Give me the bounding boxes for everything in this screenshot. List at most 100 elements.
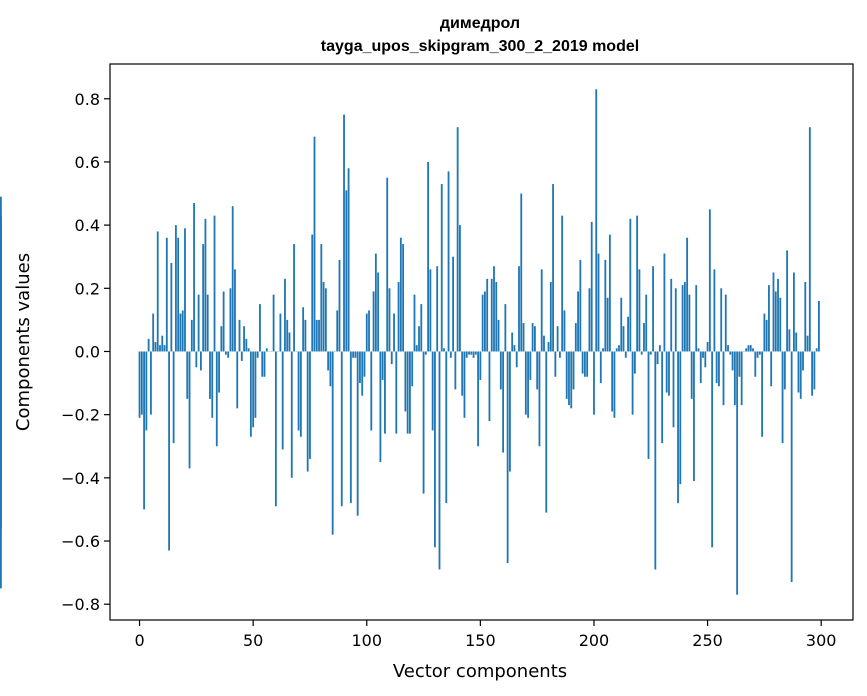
bar [243, 326, 245, 352]
bar [786, 250, 789, 352]
bar [211, 351, 214, 418]
x-tick-label: 200 [579, 631, 610, 650]
bar [149, 351, 152, 415]
bar [427, 161, 430, 352]
y-tick-label: 0.0 [75, 342, 100, 361]
bar [459, 225, 461, 352]
bar [658, 345, 661, 352]
bar [595, 89, 598, 352]
bar [697, 348, 700, 352]
bar [633, 351, 636, 374]
bar [524, 351, 527, 415]
bar [647, 351, 650, 459]
bar [652, 266, 654, 352]
bar [415, 345, 418, 352]
bar [468, 351, 470, 355]
bar [795, 332, 798, 352]
bar [293, 244, 295, 352]
bar [254, 351, 257, 418]
bar [345, 190, 348, 352]
bar [163, 345, 166, 352]
bar [577, 291, 579, 352]
bar [322, 281, 325, 352]
bar [370, 351, 373, 431]
bar [558, 351, 561, 358]
bar [174, 225, 177, 352]
bar [752, 348, 754, 352]
bar [815, 348, 818, 352]
bar [572, 351, 575, 390]
bar [788, 329, 791, 352]
bar [179, 313, 182, 352]
bar [429, 269, 432, 352]
bar [152, 313, 155, 352]
bar [445, 351, 448, 504]
bar [224, 351, 227, 355]
bar [0, 351, 2, 463]
bar [756, 351, 759, 358]
bar [474, 351, 477, 355]
bar [588, 288, 591, 352]
bar [279, 313, 282, 352]
bar [418, 326, 420, 352]
bar [449, 351, 452, 358]
bar [738, 351, 741, 377]
bar [372, 291, 375, 352]
bar [531, 323, 534, 352]
bar [745, 348, 748, 352]
bar [177, 237, 180, 352]
bar [193, 203, 195, 352]
bar [472, 351, 475, 358]
bar [231, 206, 234, 352]
bar [463, 351, 466, 418]
y-tick-label: −0.8 [61, 595, 100, 614]
bar [195, 351, 198, 368]
x-axis-ticks: 0 50 100 150 200 250 300 [134, 620, 836, 650]
bar [340, 351, 343, 507]
bar [724, 294, 727, 352]
bar [197, 294, 200, 352]
bar [711, 351, 714, 548]
bar [349, 351, 352, 504]
bar [674, 288, 677, 352]
bar [311, 234, 314, 352]
bar [297, 351, 300, 431]
y-tick-label: 0.6 [75, 153, 100, 172]
bar [377, 272, 380, 352]
bar [511, 332, 514, 352]
bar [477, 351, 479, 447]
bar [413, 294, 416, 352]
bar [765, 319, 768, 352]
bar [327, 351, 330, 371]
bar [379, 351, 382, 463]
bar [336, 310, 339, 352]
bar [147, 338, 150, 352]
bar [768, 285, 770, 352]
bar [409, 351, 411, 434]
bar [665, 351, 668, 393]
bar [247, 348, 250, 352]
bar [447, 171, 450, 352]
bar [265, 348, 268, 352]
bar [215, 351, 218, 447]
bar [686, 237, 689, 352]
bar [561, 215, 564, 352]
bar [202, 244, 205, 352]
bar [552, 184, 554, 352]
bar [593, 351, 595, 415]
bar [581, 351, 584, 374]
bar [181, 310, 184, 352]
bar [793, 272, 795, 352]
bar [281, 351, 284, 450]
bar [504, 304, 507, 352]
bar [168, 351, 170, 551]
bar [434, 351, 436, 548]
bar [438, 351, 441, 570]
bar [563, 310, 566, 352]
bar [631, 351, 634, 415]
bar [368, 310, 370, 352]
bar [384, 351, 386, 434]
bar [747, 345, 750, 352]
bar [393, 313, 395, 352]
bar [493, 266, 495, 352]
